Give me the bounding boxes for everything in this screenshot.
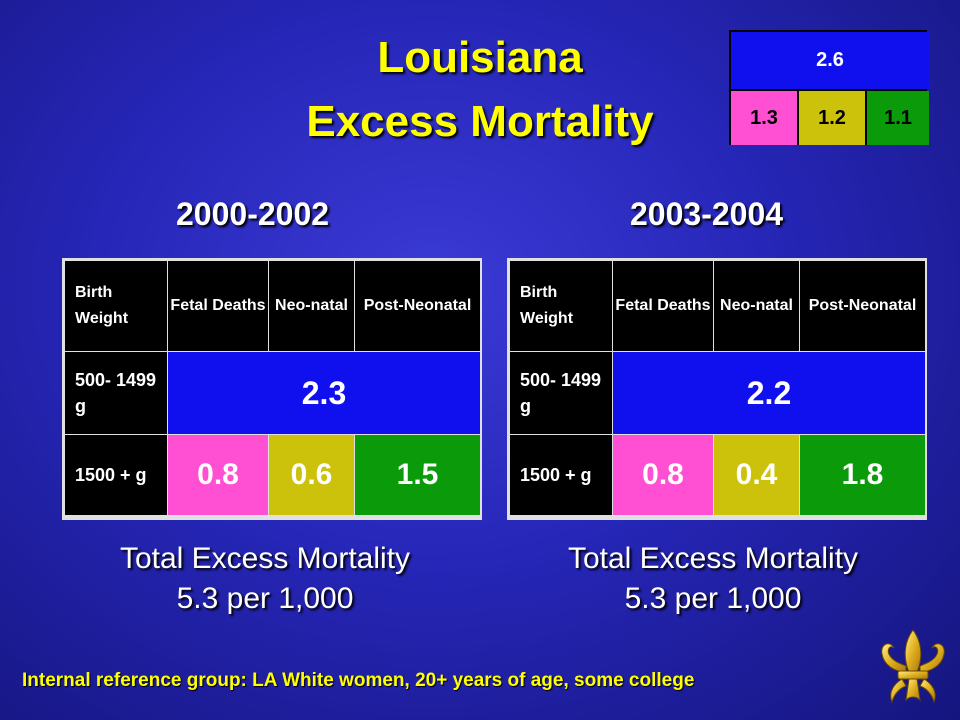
total-excess-right: Total Excess Mortality 5.3 per 1,000	[503, 539, 923, 619]
header-post-neonatal: Post-Neonatal	[800, 261, 925, 351]
summary-total-cell: 2.6	[731, 32, 929, 89]
mortality-table-right: Birth Weight Fetal Deaths Neo-natal Post…	[507, 258, 927, 520]
header-post-neonatal: Post-Neonatal	[355, 261, 480, 351]
header-neonatal: Neo-natal	[269, 261, 354, 351]
low-weight-value: 2.3	[168, 352, 480, 434]
header-birth-weight: Birth Weight	[65, 261, 167, 351]
summary-box: 2.6 1.3 1.2 1.1	[729, 30, 929, 145]
row-label-low-weight: 500- 1499 g	[510, 352, 612, 434]
slide-title-line1: Louisiana	[377, 33, 583, 82]
post-neonatal-value: 1.8	[800, 435, 925, 515]
row-label-low-weight: 500- 1499 g	[65, 352, 167, 434]
fetal-deaths-value: 0.8	[613, 435, 713, 515]
total-excess-left: Total Excess Mortality 5.3 per 1,000	[55, 539, 475, 619]
period-label-right: 2003-2004	[630, 196, 784, 232]
header-neonatal: Neo-natal	[714, 261, 799, 351]
total-value: 5.3 per 1,000	[176, 582, 354, 615]
total-label: Total Excess Mortality	[119, 542, 411, 575]
summary-fetal-cell: 1.3	[731, 91, 797, 145]
header-fetal-deaths: Fetal Deaths	[613, 261, 713, 351]
post-neonatal-value: 1.5	[355, 435, 480, 515]
slide-title-line2: Excess Mortality	[306, 97, 654, 146]
neonatal-value: 0.4	[714, 435, 799, 515]
total-value: 5.3 per 1,000	[624, 582, 802, 615]
mortality-table-left: Birth Weight Fetal Deaths Neo-natal Post…	[62, 258, 482, 520]
low-weight-value: 2.2	[613, 352, 925, 434]
row-label-normal-weight: 1500 + g	[510, 435, 612, 515]
reference-footnote: Internal reference group: LA White women…	[22, 670, 695, 691]
period-label-left: 2000-2002	[176, 196, 330, 232]
fleur-de-lis-icon	[881, 629, 945, 704]
header-birth-weight: Birth Weight	[510, 261, 612, 351]
neonatal-value: 0.6	[269, 435, 354, 515]
total-label: Total Excess Mortality	[567, 542, 859, 575]
summary-neonatal-cell: 1.2	[799, 91, 865, 145]
header-fetal-deaths: Fetal Deaths	[168, 261, 268, 351]
summary-postneonatal-cell: 1.1	[867, 91, 929, 145]
row-label-normal-weight: 1500 + g	[65, 435, 167, 515]
fetal-deaths-value: 0.8	[168, 435, 268, 515]
